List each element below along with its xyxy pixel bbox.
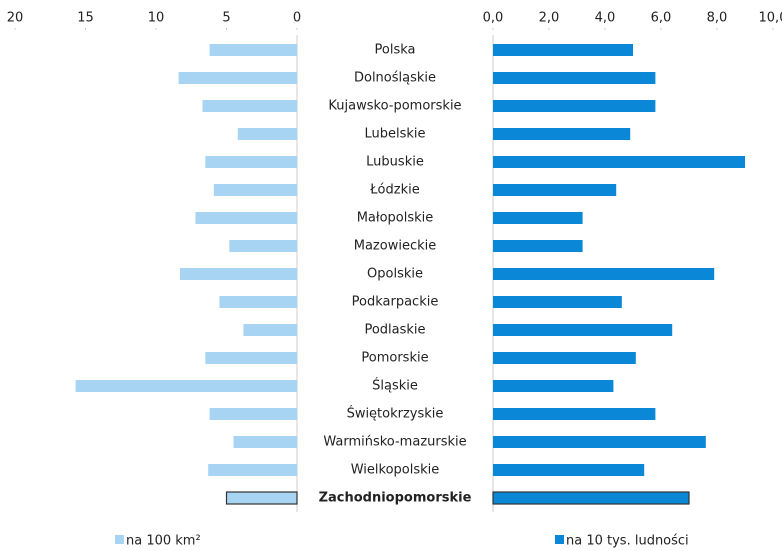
- bar: [493, 240, 583, 252]
- bar: [205, 352, 297, 364]
- x2-tick-label: 0,0: [483, 11, 504, 26]
- bar: [195, 212, 297, 224]
- bar: [493, 184, 617, 196]
- bar: [233, 436, 297, 448]
- bar: [493, 296, 622, 308]
- category-label: Kujawsko-pomorskie: [328, 99, 461, 114]
- legend-label: na 100 km²: [126, 534, 201, 549]
- category-label: Podlaskie: [364, 323, 425, 338]
- bar: [493, 352, 636, 364]
- bar: [178, 72, 297, 84]
- legend-swatch: [555, 535, 564, 544]
- category-label: Polska: [375, 43, 416, 58]
- bar: [179, 268, 297, 280]
- category-label: Małopolskie: [357, 211, 434, 226]
- x2-tick-label: 8,0: [707, 11, 728, 26]
- x-tick-label: 20: [7, 11, 24, 26]
- bar: [208, 464, 297, 476]
- category-label: Śląskie: [372, 378, 418, 394]
- category-label: Lubelskie: [364, 127, 425, 142]
- bar: [493, 408, 656, 420]
- bar: [493, 436, 706, 448]
- bar: [205, 156, 297, 168]
- x-tick-label: 0: [293, 11, 301, 26]
- x-tick-label: 15: [77, 11, 94, 26]
- bar: [229, 240, 297, 252]
- x2-tick-label: 4,0: [595, 11, 616, 26]
- category-label: Dolnośląskie: [354, 71, 436, 86]
- bar: [243, 324, 297, 336]
- x2-tick-label: 2,0: [539, 11, 560, 26]
- category-label: Lubuskie: [366, 155, 424, 170]
- bar: [209, 44, 297, 56]
- bar: [209, 408, 297, 420]
- category-label: Świętokrzyskie: [347, 406, 444, 422]
- bar: [202, 100, 297, 112]
- bar: [213, 184, 297, 196]
- category-label: Zachodniopomorskie: [319, 491, 472, 506]
- bar: [225, 491, 298, 505]
- bar: [219, 296, 297, 308]
- bar: [493, 128, 631, 140]
- x-tick-label: 5: [222, 11, 230, 26]
- bar: [492, 491, 690, 505]
- category-label: Podkarpackie: [352, 295, 439, 310]
- category-label: Łódzkie: [369, 183, 419, 198]
- bar: [493, 464, 645, 476]
- category-label: Opolskie: [367, 267, 423, 282]
- bar: [493, 44, 633, 56]
- category-label: Warmińsko-mazurskie: [323, 435, 466, 450]
- bar: [493, 212, 583, 224]
- bar: [493, 72, 656, 84]
- x2-tick-label: 6,0: [651, 11, 672, 26]
- category-label: Mazowieckie: [354, 239, 437, 254]
- legend-label: na 10 tys. ludności: [566, 534, 689, 549]
- category-label: Pomorskie: [361, 351, 428, 366]
- bar: [493, 100, 656, 112]
- x2-tick-label: 10,0: [759, 11, 782, 26]
- bar: [493, 268, 715, 280]
- bar: [493, 156, 745, 168]
- bar: [493, 324, 673, 336]
- bar: [75, 380, 297, 392]
- legend-swatch: [115, 535, 124, 544]
- x-tick-label: 10: [148, 11, 165, 26]
- bar: [237, 128, 297, 140]
- bar: [493, 380, 614, 392]
- category-label: Wielkopolskie: [351, 463, 440, 478]
